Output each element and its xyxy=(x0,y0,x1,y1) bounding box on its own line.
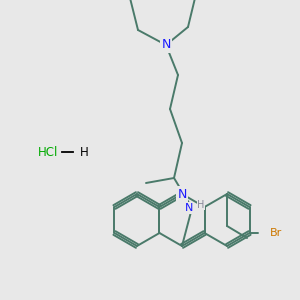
Text: N: N xyxy=(185,203,193,213)
Text: H: H xyxy=(197,200,205,210)
Text: N: N xyxy=(177,188,187,200)
Text: HCl: HCl xyxy=(38,146,58,158)
Text: N: N xyxy=(161,38,171,52)
Text: Br: Br xyxy=(269,228,282,238)
Text: H: H xyxy=(80,146,89,158)
